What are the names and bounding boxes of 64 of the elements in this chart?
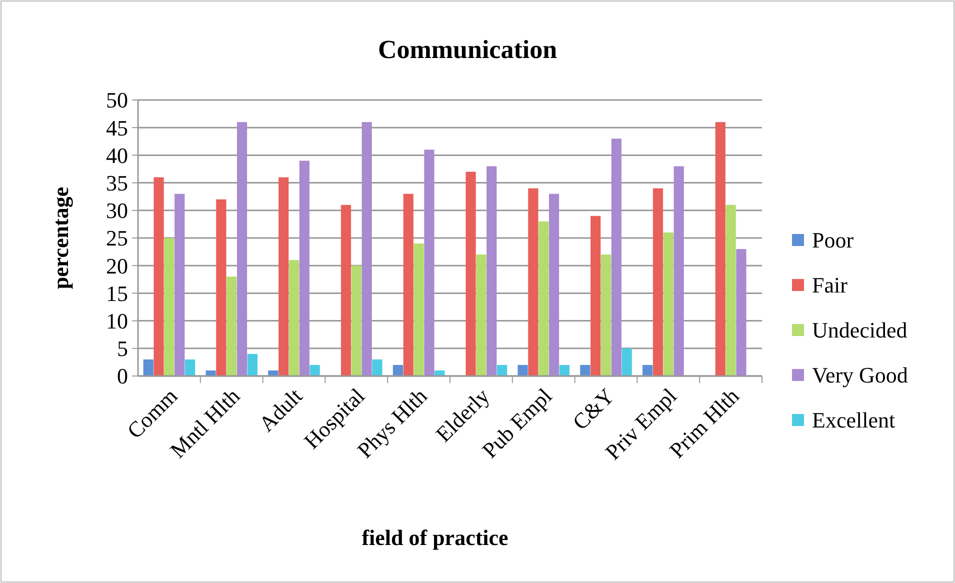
legend-label: Fair — [812, 272, 848, 298]
bar — [288, 260, 300, 376]
bar — [299, 160, 310, 376]
bar — [174, 194, 185, 376]
bar — [663, 232, 674, 376]
bar — [476, 254, 486, 376]
y-tick-label: 15 — [106, 280, 128, 306]
bar — [611, 138, 622, 376]
bar — [226, 276, 237, 376]
bar — [184, 359, 196, 376]
bar — [236, 122, 248, 376]
bar — [414, 244, 424, 376]
bar — [528, 188, 538, 376]
bar — [164, 238, 174, 376]
bar — [466, 172, 476, 376]
bar — [590, 216, 601, 376]
y-tick-label: 40 — [106, 142, 128, 168]
bar — [580, 364, 590, 376]
legend-label: Undecided — [812, 318, 908, 343]
y-tick-label: 50 — [106, 88, 128, 113]
bar — [216, 199, 226, 376]
bar — [340, 204, 352, 376]
y-tick-label: 20 — [106, 253, 128, 278]
y-tick-label: 0 — [117, 364, 128, 389]
bar — [622, 348, 632, 376]
bar — [278, 177, 289, 376]
bar — [268, 370, 278, 376]
bar — [600, 254, 612, 376]
bar — [518, 364, 528, 376]
bar — [486, 166, 497, 376]
chart-title: Communication — [378, 35, 558, 64]
bar — [642, 364, 653, 376]
bar — [674, 166, 684, 376]
y-tick-label: 35 — [106, 170, 128, 196]
bar — [392, 364, 404, 376]
bar — [652, 188, 664, 376]
bar — [154, 177, 164, 376]
bar — [362, 122, 372, 376]
bar — [559, 364, 570, 376]
bar — [726, 204, 736, 376]
bar — [538, 221, 549, 376]
bar — [715, 122, 726, 376]
bar — [434, 370, 445, 376]
bar — [403, 194, 414, 376]
bar — [310, 364, 320, 376]
x-axis-title: field of practice — [362, 525, 509, 550]
legend-label: Poor — [812, 228, 854, 253]
bar — [736, 249, 746, 376]
bar — [247, 354, 258, 376]
legend-label: Very Good — [812, 362, 908, 388]
y-tick-label: 30 — [106, 198, 128, 224]
bar — [351, 266, 362, 376]
y-axis-title: percentage — [48, 186, 73, 290]
bar — [206, 370, 216, 376]
bar — [143, 359, 154, 376]
bar — [548, 194, 560, 376]
bar — [372, 359, 382, 376]
y-tick-label: 25 — [106, 226, 128, 251]
y-tick-label: 5 — [117, 336, 128, 362]
y-tick-label: 10 — [106, 308, 128, 334]
legend-label: Excellent — [812, 408, 896, 433]
bar — [424, 150, 434, 376]
y-tick-label: 45 — [106, 115, 128, 140]
bar — [496, 364, 508, 376]
